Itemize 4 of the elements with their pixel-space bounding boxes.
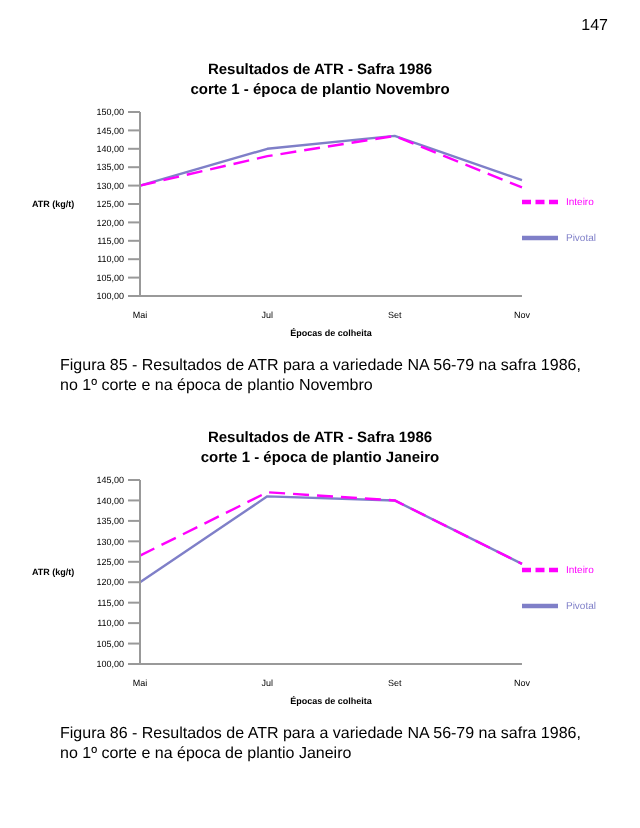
text: Figura 86 - Resultados de ATR para a variedade NA 56-79 na safra 1986, no 1º corte e na época de plantio Janeiro — [58, 722, 583, 764]
text: 147 — [579, 16, 610, 38]
line-series — [138, 491, 524, 566]
text: Figura 85 - Resultados de ATR para a variedade NA 56-79 na safra 1986, no 1º corte e na época de plantio Novembro — [58, 354, 583, 396]
